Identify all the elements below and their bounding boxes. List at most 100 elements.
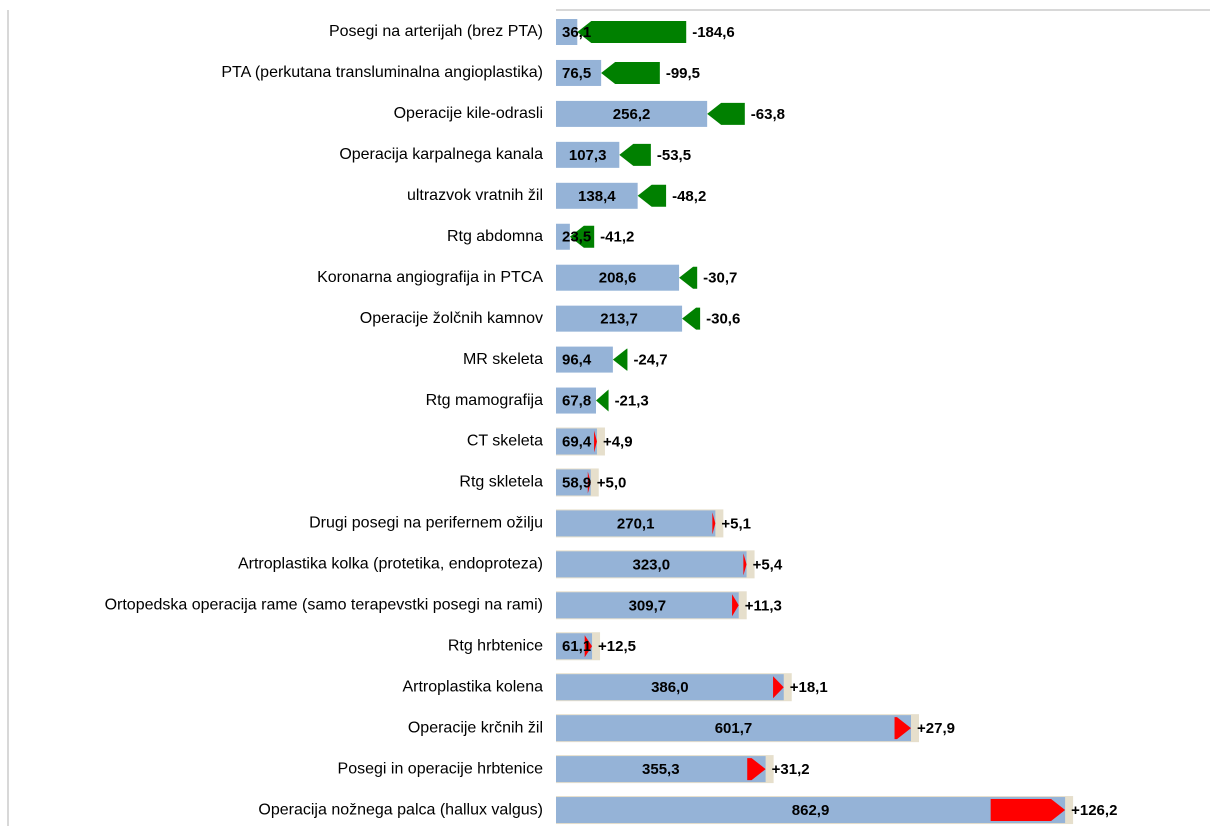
value-label: 61,1 xyxy=(562,638,591,655)
value-label: 386,0 xyxy=(651,679,689,696)
value-label: 208,6 xyxy=(599,270,637,287)
value-label: 69,4 xyxy=(562,433,592,450)
bar xyxy=(556,797,1066,824)
category-label: PTA (perkutana transluminalna angioplast… xyxy=(221,64,543,81)
change-label: +12,5 xyxy=(598,638,636,655)
change-label: -184,6 xyxy=(692,24,735,41)
change-label: -30,6 xyxy=(706,311,740,328)
category-label: Posegi na arterijah (brez PTA) xyxy=(329,23,543,40)
category-label: Rtg skletela xyxy=(459,474,543,491)
value-label: 309,7 xyxy=(629,597,667,614)
value-label: 36,1 xyxy=(562,24,591,41)
change-label: +4,9 xyxy=(603,433,633,450)
category-label: MR skeleta xyxy=(463,351,543,368)
category-label: Ortopedska operacija rame (samo terapevs… xyxy=(105,597,543,614)
bar xyxy=(556,715,912,742)
value-label: 601,7 xyxy=(715,720,753,737)
category-label: Rtg mamografija xyxy=(426,392,543,409)
change-arrow xyxy=(596,389,609,412)
category-label: Operacija karpalnega kanala xyxy=(339,146,543,163)
change-arrow xyxy=(601,61,660,84)
change-label: +31,2 xyxy=(772,761,810,778)
change-label: -21,3 xyxy=(615,393,649,410)
category-label: Artroplastika kolka (protetika, endoprot… xyxy=(238,556,543,573)
category-label: Drugi posegi na perifernem ožilju xyxy=(309,515,543,532)
bar xyxy=(556,264,680,291)
change-label: +27,9 xyxy=(917,720,955,737)
bar xyxy=(556,346,613,373)
bar xyxy=(556,100,708,127)
change-label: +18,1 xyxy=(790,679,828,696)
value-label: 23,5 xyxy=(562,229,591,246)
change-arrow xyxy=(612,348,628,371)
change-label: -63,8 xyxy=(751,106,785,123)
change-label: +126,2 xyxy=(1071,802,1117,819)
category-label: Rtg hrbtenice xyxy=(448,637,543,654)
bar xyxy=(556,674,784,701)
category-label: Posegi in operacije hrbtenice xyxy=(338,760,544,777)
category-label: ultrazvok vratnih žil xyxy=(407,187,543,204)
value-label: 138,4 xyxy=(578,188,616,205)
change-arrow xyxy=(743,553,747,576)
change-arrow xyxy=(577,21,687,43)
bar xyxy=(556,469,591,496)
change-label: -48,2 xyxy=(672,188,706,205)
change-arrow xyxy=(594,430,597,453)
category-label: Artroplastika kolena xyxy=(402,678,543,695)
value-label: 256,2 xyxy=(613,106,651,123)
category-label: Rtg abdomna xyxy=(447,228,543,245)
category-label: Operacija nožnega palca (hallux valgus) xyxy=(258,801,543,818)
value-label: 58,9 xyxy=(562,474,591,491)
bar xyxy=(556,305,683,332)
bar xyxy=(556,59,602,86)
value-label: 107,3 xyxy=(569,147,607,164)
bar xyxy=(556,141,620,168)
change-label: -41,2 xyxy=(600,229,634,246)
change-label: +5,0 xyxy=(597,474,627,491)
bar xyxy=(556,223,570,250)
change-arrow xyxy=(747,758,766,781)
value-label: 270,1 xyxy=(617,515,655,532)
category-label: Operacije krčnih žil xyxy=(408,719,543,736)
change-label: +5,1 xyxy=(721,515,751,532)
category-label: Koronarna angiografija in PTCA xyxy=(317,269,543,286)
change-arrow xyxy=(894,717,912,740)
bar xyxy=(556,510,716,537)
bar xyxy=(556,756,766,783)
category-label: Operacije kile-odrasli xyxy=(394,105,543,122)
change-label: -99,5 xyxy=(666,65,700,82)
bar xyxy=(556,387,597,414)
change-label: -53,5 xyxy=(657,147,691,164)
category-label: Operacije žolčnih kamnov xyxy=(360,310,543,327)
change-arrow xyxy=(773,676,784,699)
change-arrow xyxy=(679,266,698,289)
bar xyxy=(556,19,578,45)
change-arrow xyxy=(682,307,701,330)
change-label: +5,4 xyxy=(753,556,783,573)
change-arrow xyxy=(712,512,716,535)
value-label: 213,7 xyxy=(600,311,638,328)
change-arrow xyxy=(584,635,593,658)
category-label: CT skeleta xyxy=(467,433,543,450)
change-arrow xyxy=(569,225,595,248)
bar xyxy=(556,592,739,619)
change-arrow xyxy=(637,184,667,207)
change-arrow xyxy=(707,102,745,125)
change-label: +11,3 xyxy=(745,597,782,614)
change-arrow xyxy=(619,143,651,166)
value-label: 862,9 xyxy=(792,802,830,819)
bar xyxy=(556,428,597,455)
value-label: 323,0 xyxy=(633,556,671,573)
change-label: -24,7 xyxy=(633,352,667,369)
value-label: 96,4 xyxy=(562,352,592,369)
change-label: -30,7 xyxy=(703,270,737,287)
value-label: 76,5 xyxy=(562,65,591,82)
change-arrow xyxy=(587,471,591,494)
bar xyxy=(556,182,638,209)
bar xyxy=(556,551,747,578)
value-label: 355,3 xyxy=(642,761,680,778)
value-label: 67,8 xyxy=(562,393,591,410)
change-arrow xyxy=(990,799,1066,822)
change-arrow xyxy=(732,594,739,617)
